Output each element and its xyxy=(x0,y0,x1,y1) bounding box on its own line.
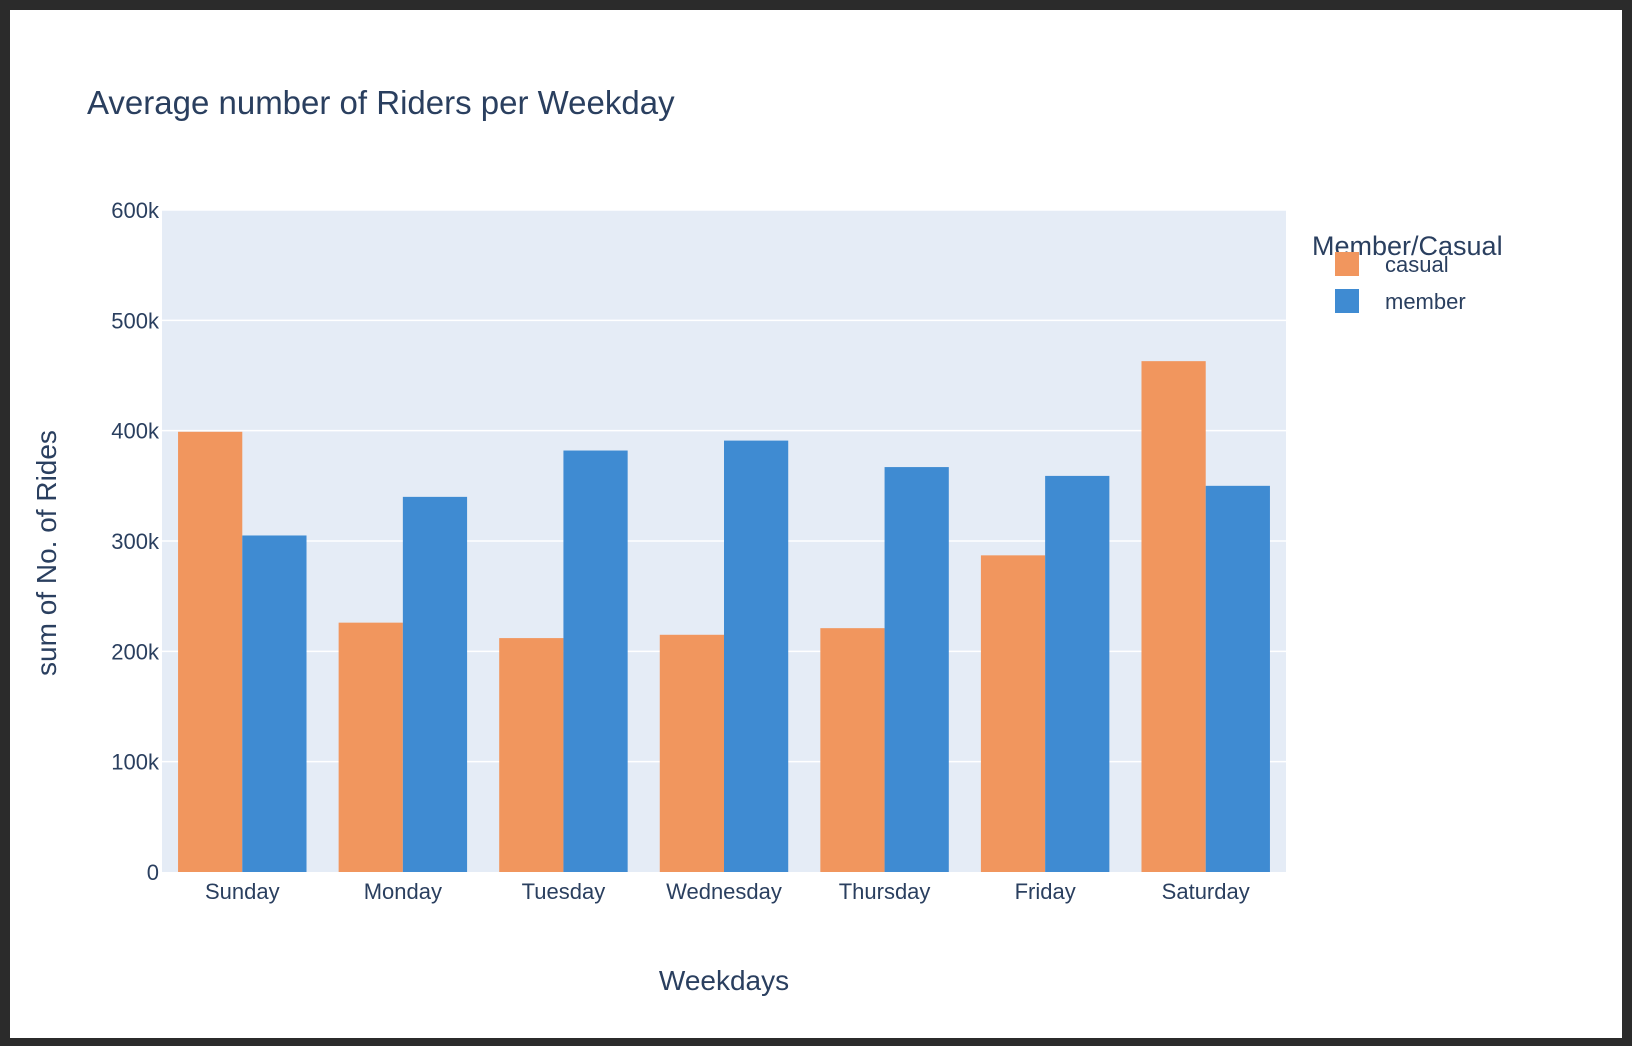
bar-casual-wednesday xyxy=(659,634,724,872)
bar-casual-saturday xyxy=(1141,361,1206,872)
bar-member-sunday xyxy=(242,535,307,872)
bar-member-monday xyxy=(402,496,468,872)
bar-casual-monday xyxy=(338,622,403,872)
x-tick-label: Wednesday xyxy=(666,879,782,904)
plot-area: 0 100k 200k 300k 400k 500k 600k Sunday Monday Tue… xyxy=(111,198,1286,904)
legend-label-casual: casual xyxy=(1385,252,1449,277)
x-tick-label: Friday xyxy=(1015,879,1076,904)
chart-frame: Average number of Riders per Weekday 0 10… xyxy=(10,10,1622,1038)
x-tick-label: Sunday xyxy=(205,879,280,904)
bar-casual-thursday xyxy=(820,628,885,872)
x-axis-label: Weekdays xyxy=(659,965,789,996)
bar-member-saturday xyxy=(1205,485,1270,872)
chart-title: Average number of Riders per Weekday xyxy=(87,84,675,121)
y-tick-label: 400k xyxy=(111,419,160,444)
y-tick-label: 100k xyxy=(111,750,160,775)
y-tick-label: 300k xyxy=(111,529,160,554)
x-tick-label: Thursday xyxy=(839,879,931,904)
x-tick-label: Monday xyxy=(364,879,442,904)
legend-swatch-member xyxy=(1335,289,1359,313)
bar-member-wednesday xyxy=(724,440,789,872)
y-tick-label: 500k xyxy=(111,308,160,333)
bar-casual-sunday xyxy=(178,431,243,872)
x-tick-label: Tuesday xyxy=(522,879,606,904)
x-tick-label: Saturday xyxy=(1162,879,1250,904)
legend-swatch-casual xyxy=(1335,252,1359,276)
y-tick-label: 600k xyxy=(111,198,160,223)
y-tick-label: 200k xyxy=(111,639,160,664)
bar-member-tuesday xyxy=(563,450,628,872)
bar-member-thursday xyxy=(884,467,949,872)
legend-label-member: member xyxy=(1385,289,1466,314)
bar-member-friday xyxy=(1045,475,1110,872)
bar-casual-tuesday xyxy=(499,638,564,872)
y-axis-label: sum of No. of Rides xyxy=(31,430,62,676)
bar-chart: Average number of Riders per Weekday 0 10… xyxy=(31,84,1503,996)
y-tick-label: 0 xyxy=(147,860,159,885)
bar-casual-friday xyxy=(980,555,1046,872)
